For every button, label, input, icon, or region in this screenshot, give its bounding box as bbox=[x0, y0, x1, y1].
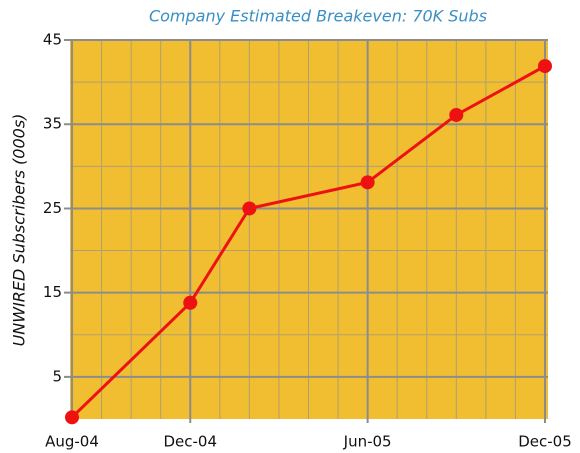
data-point bbox=[65, 410, 79, 425]
y-tick-label: 45 bbox=[43, 31, 62, 49]
y-tick-label: 25 bbox=[43, 199, 62, 217]
y-tick-label: 5 bbox=[52, 367, 62, 385]
y-tick-label: 15 bbox=[43, 283, 62, 301]
data-point bbox=[183, 295, 198, 310]
chart-title: Company Estimated Breakeven: 70K Subs bbox=[149, 7, 487, 26]
x-tick-label: Dec-05 bbox=[518, 433, 572, 451]
y-tick-label: 35 bbox=[43, 115, 62, 133]
x-tick-label: Aug-04 bbox=[45, 433, 99, 451]
data-point bbox=[449, 107, 464, 122]
data-line bbox=[70, 64, 546, 419]
data-point bbox=[538, 59, 552, 74]
x-tick-label: Jun-05 bbox=[343, 433, 392, 451]
data-point bbox=[242, 201, 257, 216]
data-point bbox=[360, 175, 375, 190]
y-axis-label: UNWIRED Subscribers (000s) bbox=[10, 114, 29, 347]
x-tick-label: Dec-04 bbox=[163, 433, 217, 451]
